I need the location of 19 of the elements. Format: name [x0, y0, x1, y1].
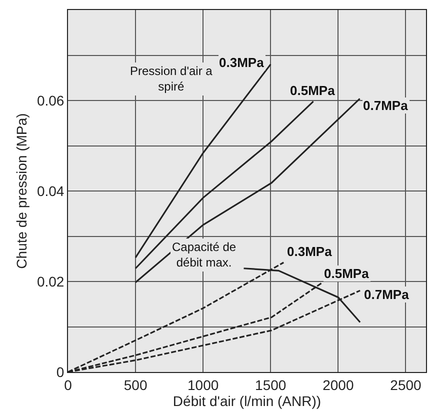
y-tick-label: 0: [56, 364, 64, 380]
annotation: 0.7MPa: [364, 287, 410, 302]
x-tick-label: 500: [124, 376, 148, 393]
x-tick-label: 1500: [255, 376, 286, 393]
x-axis-title: Débit d'air (l/min (ANR)): [172, 393, 322, 410]
annotation: Capacité de débit max.: [172, 240, 236, 270]
x-tick-label: 2500: [390, 376, 422, 393]
y-axis-title: Chute de pression (MPa): [14, 113, 30, 269]
annotation: 0.3MPa: [219, 55, 265, 70]
annotation: 0.3MPa: [287, 244, 333, 259]
x-tick-label: 2000: [322, 376, 354, 393]
y-tick-label: 0.04: [36, 182, 64, 199]
annotation: Pression d'air a spiré: [130, 64, 213, 94]
y-tick-label: 0.02: [36, 273, 64, 290]
annotation: 0.5MPa: [324, 266, 370, 281]
y-tick-label: 0.06: [36, 92, 64, 108]
x-tick-label: 1000: [188, 376, 219, 393]
annotation: 0.5MPa: [290, 83, 336, 98]
annotation: 0.7MPa: [363, 98, 409, 113]
